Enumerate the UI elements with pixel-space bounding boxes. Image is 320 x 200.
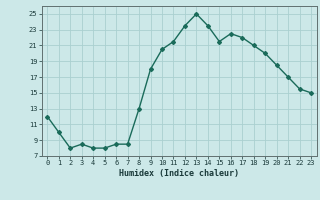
X-axis label: Humidex (Indice chaleur): Humidex (Indice chaleur) bbox=[119, 169, 239, 178]
